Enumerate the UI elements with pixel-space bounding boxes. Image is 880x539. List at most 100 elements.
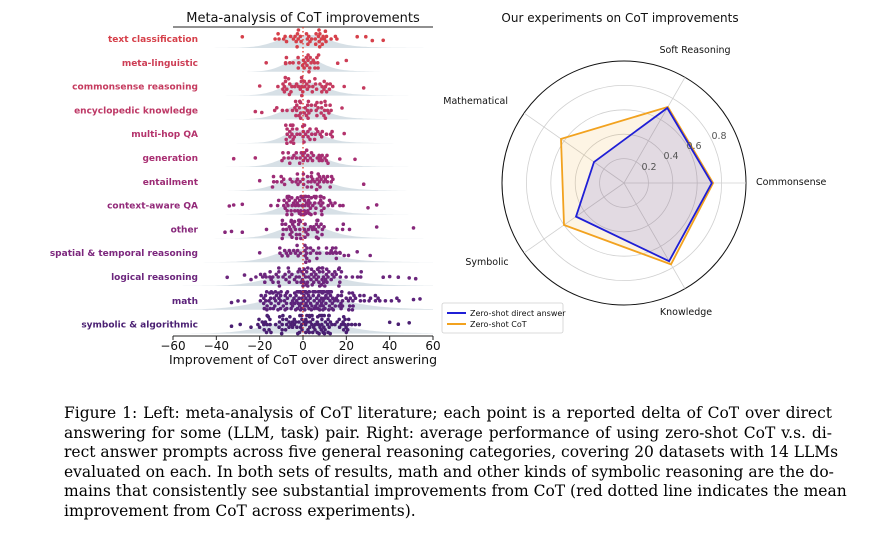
data-point: [267, 328, 271, 332]
outlier-point: [374, 203, 379, 207]
data-point: [328, 82, 333, 86]
outlier-point: [257, 178, 262, 183]
data-point: [284, 137, 289, 142]
outlier-point: [342, 84, 347, 89]
radar-series-polygon: [574, 106, 713, 263]
data-point: [268, 296, 273, 301]
data-point: [316, 322, 321, 327]
data-point: [311, 280, 316, 285]
data-point: [274, 272, 279, 277]
data-point: [349, 322, 354, 327]
data-point: [348, 296, 353, 301]
data-point: [298, 180, 302, 184]
outlier-point: [264, 61, 269, 65]
radar-title: Our experiments on CoT improvements: [501, 11, 738, 25]
data-point: [284, 201, 289, 205]
data-point: [323, 284, 327, 288]
data-point: [290, 325, 295, 330]
data-point: [362, 299, 367, 303]
data-point: [290, 320, 295, 324]
data-point: [314, 32, 318, 36]
data-point: [309, 108, 313, 113]
data-point: [305, 87, 310, 91]
outlier-point: [223, 230, 227, 234]
data-point: [304, 296, 308, 301]
data-point: [299, 75, 304, 80]
caption-line: answering for some (LLM, task) pair. Rig…: [64, 423, 832, 442]
radar-spoke: [523, 112, 625, 184]
data-point: [288, 177, 293, 181]
data-point: [289, 218, 294, 223]
radar-series-polygon: [560, 105, 715, 266]
data-point: [338, 203, 342, 208]
data-point: [320, 277, 324, 282]
data-point: [276, 84, 280, 89]
data-point: [288, 161, 292, 165]
data-point: [265, 313, 270, 318]
caption-line: evaluated on each. In both sets of resul…: [64, 462, 834, 481]
data-point: [306, 203, 311, 208]
data-point: [368, 296, 373, 301]
outlier-point: [253, 109, 258, 114]
data-point: [304, 194, 308, 199]
data-point: [289, 209, 293, 213]
data-point: [276, 291, 281, 295]
data-point: [303, 254, 308, 258]
outlier-point: [342, 131, 347, 136]
data-point: [301, 135, 305, 139]
data-point: [326, 203, 331, 208]
data-point: [294, 180, 298, 184]
data-point: [296, 254, 301, 258]
data-point: [298, 116, 303, 120]
outlier-point: [240, 230, 245, 234]
data-point: [317, 45, 322, 49]
data-point: [277, 37, 281, 41]
data-point: [315, 113, 319, 118]
data-point: [383, 299, 388, 303]
data-point: [281, 87, 285, 91]
data-point: [312, 194, 317, 199]
data-point: [293, 34, 297, 39]
data-point: [284, 39, 289, 44]
data-point: [339, 270, 344, 274]
data-point: [279, 331, 284, 336]
data-point: [293, 209, 297, 213]
data-point: [308, 246, 313, 250]
data-point: [320, 158, 325, 163]
data-point: [305, 103, 310, 107]
data-point: [303, 106, 308, 110]
legend-label-cot: Zero-shot CoT: [470, 320, 527, 329]
radar-axis-label: Mathematical: [443, 96, 508, 107]
data-point: [273, 322, 278, 327]
data-point: [329, 108, 333, 113]
data-point: [294, 299, 299, 303]
data-point: [285, 87, 289, 91]
data-point: [335, 227, 340, 232]
data-point: [331, 84, 335, 89]
data-point: [310, 304, 314, 308]
data-point: [328, 299, 332, 303]
data-point: [273, 37, 277, 41]
data-point: [294, 82, 299, 86]
data-point: [279, 174, 284, 179]
data-point: [306, 53, 310, 57]
data-point: [311, 317, 315, 322]
data-point: [333, 201, 337, 205]
data-point: [317, 251, 322, 255]
data-point: [287, 320, 291, 324]
radar-axis-label: Knowledge: [660, 307, 712, 318]
data-point: [292, 317, 297, 322]
data-point: [304, 32, 309, 36]
data-point: [278, 251, 282, 255]
caption-line: rect answer prompts across five general …: [64, 443, 839, 461]
data-point: [321, 308, 325, 312]
data-point: [322, 331, 327, 336]
data-point: [328, 103, 332, 107]
data-point: [288, 82, 292, 86]
data-point: [276, 301, 281, 306]
data-point: [304, 270, 309, 274]
data-point: [323, 84, 328, 89]
data-point: [311, 325, 316, 330]
data-point: [306, 198, 311, 203]
data-point: [282, 90, 287, 94]
